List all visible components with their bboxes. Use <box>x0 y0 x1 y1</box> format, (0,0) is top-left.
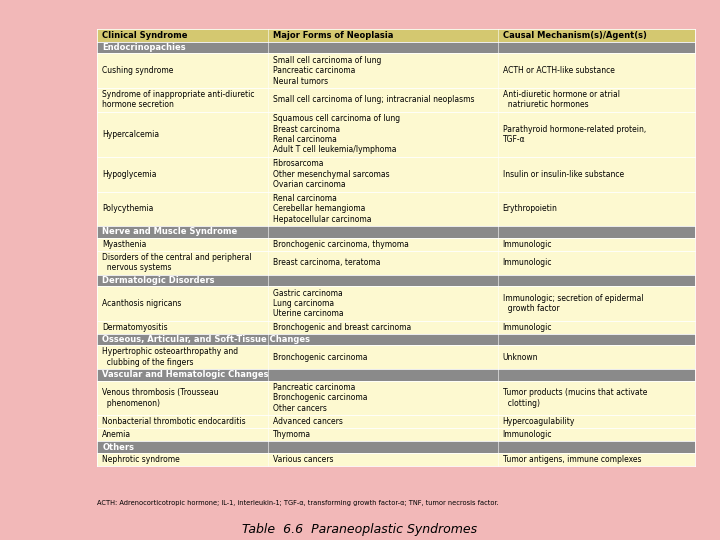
Bar <box>97 157 695 192</box>
Text: Disorders of the central and peripheral
  nervous systems: Disorders of the central and peripheral … <box>102 253 252 272</box>
Text: Hypercoagulability: Hypercoagulability <box>503 417 575 426</box>
Bar <box>97 275 695 286</box>
Bar <box>97 415 695 428</box>
Text: Immunologic: Immunologic <box>503 258 552 267</box>
Text: Fibrosarcoma
Other mesenchymal sarcomas
Ovarian carcinoma: Fibrosarcoma Other mesenchymal sarcomas … <box>273 159 390 189</box>
Text: Erythropoietin: Erythropoietin <box>503 205 557 213</box>
Text: Bronchogenic carcinoma: Bronchogenic carcinoma <box>273 353 367 362</box>
Text: Nephrotic syndrome: Nephrotic syndrome <box>102 455 180 464</box>
Text: ACTH: Adrenocorticotropic hormone; IL-1, interleukin-1; TGF-α, transforming grow: ACTH: Adrenocorticotropic hormone; IL-1,… <box>97 500 499 505</box>
Bar <box>97 428 695 441</box>
Bar <box>97 321 695 334</box>
Text: Immunologic: Immunologic <box>503 240 552 249</box>
Bar <box>97 251 695 275</box>
Bar <box>97 286 695 321</box>
Bar <box>97 112 695 157</box>
Text: Squamous cell carcinoma of lung
Breast carcinoma
Renal carcinoma
Adult T cell le: Squamous cell carcinoma of lung Breast c… <box>273 114 400 154</box>
Text: Causal Mechanism(s)/Agent(s): Causal Mechanism(s)/Agent(s) <box>503 31 647 40</box>
Text: Nonbacterial thrombotic endocarditis: Nonbacterial thrombotic endocarditis <box>102 417 246 426</box>
Text: Anemia: Anemia <box>102 430 131 440</box>
Text: Small cell carcinoma of lung
Pancreatic carcinoma
Neural tumors: Small cell carcinoma of lung Pancreatic … <box>273 56 381 85</box>
Text: Unknown: Unknown <box>503 353 538 362</box>
Text: Small cell carcinoma of lung; intracranial neoplasms: Small cell carcinoma of lung; intracrani… <box>273 95 474 104</box>
Text: Immunologic: Immunologic <box>503 430 552 440</box>
Bar <box>97 42 695 53</box>
Text: Renal carcinoma
Cerebellar hemangioma
Hepatocellular carcinoma: Renal carcinoma Cerebellar hemangioma He… <box>273 194 371 224</box>
Bar <box>97 238 695 251</box>
Bar <box>97 345 695 369</box>
Text: Vascular and Hematologic Changes: Vascular and Hematologic Changes <box>102 370 269 380</box>
Text: Various cancers: Various cancers <box>273 455 333 464</box>
Text: Gastric carcinoma
Lung carcinoma
Uterine carcinoma: Gastric carcinoma Lung carcinoma Uterine… <box>273 288 343 318</box>
Text: Thymoma: Thymoma <box>273 430 311 440</box>
Text: Hypertrophic osteoarthropathy and
  clubbing of the fingers: Hypertrophic osteoarthropathy and clubbi… <box>102 348 238 367</box>
Text: Tumor antigens, immune complexes: Tumor antigens, immune complexes <box>503 455 641 464</box>
Text: Myasthenia: Myasthenia <box>102 240 147 249</box>
Text: Osseous, Articular, and Soft-Tissue Changes: Osseous, Articular, and Soft-Tissue Chan… <box>102 335 310 344</box>
Text: Polycythemia: Polycythemia <box>102 205 153 213</box>
Text: Nerve and Muscle Syndrome: Nerve and Muscle Syndrome <box>102 227 238 237</box>
Text: Major Forms of Neoplasia: Major Forms of Neoplasia <box>273 31 393 40</box>
Text: Clinical Syndrome: Clinical Syndrome <box>102 31 188 40</box>
Text: Pancreatic carcinoma
Bronchogenic carcinoma
Other cancers: Pancreatic carcinoma Bronchogenic carcin… <box>273 383 367 413</box>
Text: Endocrinopachies: Endocrinopachies <box>102 43 186 52</box>
Text: Cushing syndrome: Cushing syndrome <box>102 66 174 75</box>
Bar <box>97 29 695 42</box>
Text: Breast carcinoma, teratoma: Breast carcinoma, teratoma <box>273 258 380 267</box>
Text: Hypercalcemia: Hypercalcemia <box>102 130 159 139</box>
Text: Bronchogenic and breast carcinoma: Bronchogenic and breast carcinoma <box>273 323 411 332</box>
Bar <box>97 192 695 226</box>
Text: Syndrome of inappropriate anti-diuretic
hormone secretion: Syndrome of inappropriate anti-diuretic … <box>102 90 255 110</box>
Bar <box>97 88 695 112</box>
Bar <box>97 453 695 466</box>
Text: Table  6.6  Paraneoplastic Syndromes: Table 6.6 Paraneoplastic Syndromes <box>243 523 477 536</box>
Text: Anti-diuretic hormone or atrial
  natriuretic hormones: Anti-diuretic hormone or atrial natriure… <box>503 90 620 110</box>
Bar <box>97 53 695 88</box>
Text: Tumor products (mucins that activate
  clotting): Tumor products (mucins that activate clo… <box>503 388 647 408</box>
Bar <box>97 226 695 238</box>
Bar <box>97 334 695 345</box>
Text: Venous thrombosis (Trousseau
  phenomenon): Venous thrombosis (Trousseau phenomenon) <box>102 388 219 408</box>
Text: Immunologic; secretion of epidermal
  growth factor: Immunologic; secretion of epidermal grow… <box>503 294 643 313</box>
Text: Parathyroid hormone-related protein,
TGF-α: Parathyroid hormone-related protein, TGF… <box>503 125 646 144</box>
Text: ACTH or ACTH-like substance: ACTH or ACTH-like substance <box>503 66 614 75</box>
Text: Dermatologic Disorders: Dermatologic Disorders <box>102 276 215 285</box>
Text: Advanced cancers: Advanced cancers <box>273 417 343 426</box>
Text: Others: Others <box>102 443 134 451</box>
Text: Dermatomyositis: Dermatomyositis <box>102 323 168 332</box>
Bar <box>97 441 695 453</box>
Bar <box>97 381 695 415</box>
Text: Insulin or insulin-like substance: Insulin or insulin-like substance <box>503 170 624 179</box>
Text: Bronchogenic carcinoma, thymoma: Bronchogenic carcinoma, thymoma <box>273 240 408 249</box>
Text: Hypoglycemia: Hypoglycemia <box>102 170 157 179</box>
Text: Acanthosis nigricans: Acanthosis nigricans <box>102 299 181 308</box>
Text: Immunologic: Immunologic <box>503 323 552 332</box>
Bar <box>97 369 695 381</box>
